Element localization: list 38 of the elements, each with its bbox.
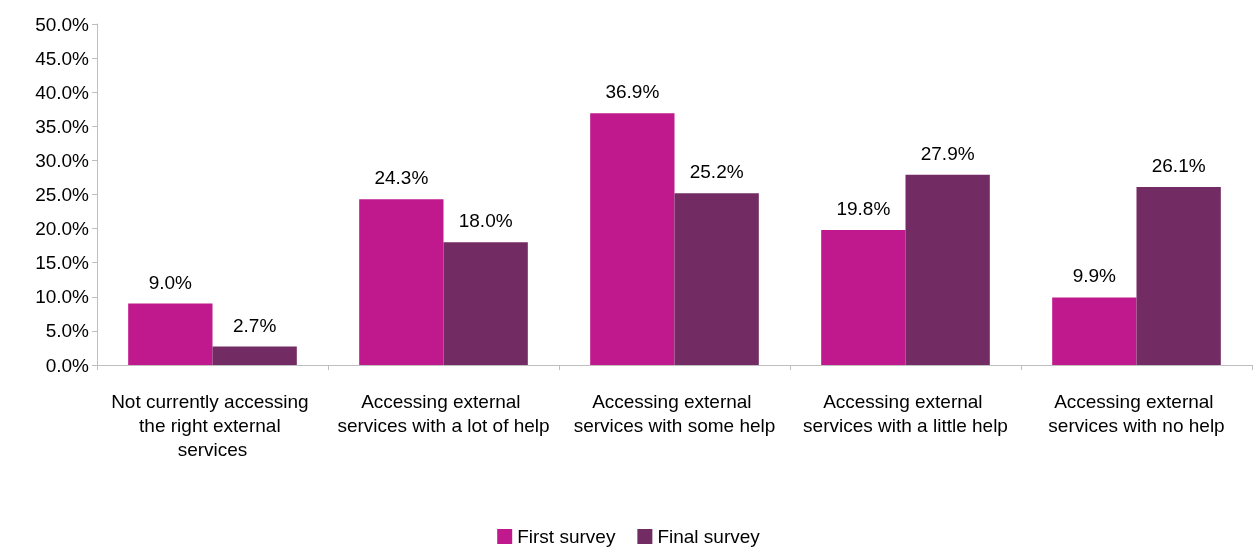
y-tick-label: 30.0% — [35, 149, 90, 171]
y-tick-label: 35.0% — [35, 115, 90, 137]
y-tick-label: 50.0% — [35, 13, 90, 35]
y-tick-label: 40.0% — [35, 81, 90, 103]
x-tick-label: Accessing external services with some help — [573, 390, 776, 436]
bar — [905, 174, 990, 365]
bar — [821, 229, 906, 365]
bar — [359, 199, 444, 365]
data-label: 2.7% — [233, 314, 277, 336]
data-label: 18.0% — [458, 210, 513, 232]
bar — [590, 113, 675, 365]
bar — [212, 346, 297, 365]
bar — [128, 303, 213, 365]
bar — [1136, 187, 1221, 365]
data-label: 25.2% — [689, 161, 744, 183]
bar — [674, 193, 759, 365]
x-tick-label: Accessing external services with a little help — [803, 390, 1008, 436]
x-tick-label: Accessing external services with a lot of help — [337, 390, 550, 436]
y-tick-label: 0.0% — [45, 354, 90, 376]
y-tick-label: 5.0% — [45, 320, 90, 342]
data-label: 19.8% — [836, 197, 891, 219]
y-tick-label: 20.0% — [35, 218, 90, 240]
bar — [1052, 297, 1137, 365]
legend-label: First survey — [517, 526, 616, 547]
legend-label: Final survey — [657, 526, 761, 547]
data-label: 26.1% — [1151, 155, 1206, 176]
y-tick-label: 10.0% — [35, 286, 90, 308]
bar — [443, 242, 528, 365]
data-label: 9.9% — [1072, 265, 1117, 287]
y-tick-label: 25.0% — [35, 184, 90, 205]
data-label: 27.9% — [920, 142, 975, 164]
y-tick-label: 45.0% — [35, 47, 90, 69]
y-tick-label: 15.0% — [35, 252, 90, 274]
x-tick-label: Not currently accessing the right external services — [111, 390, 314, 460]
data-label: 36.9% — [605, 81, 660, 103]
x-tick-label: Accessing external services with no help — [1048, 390, 1225, 436]
data-label: 24.3% — [374, 167, 429, 189]
data-label: 9.0% — [148, 271, 193, 293]
